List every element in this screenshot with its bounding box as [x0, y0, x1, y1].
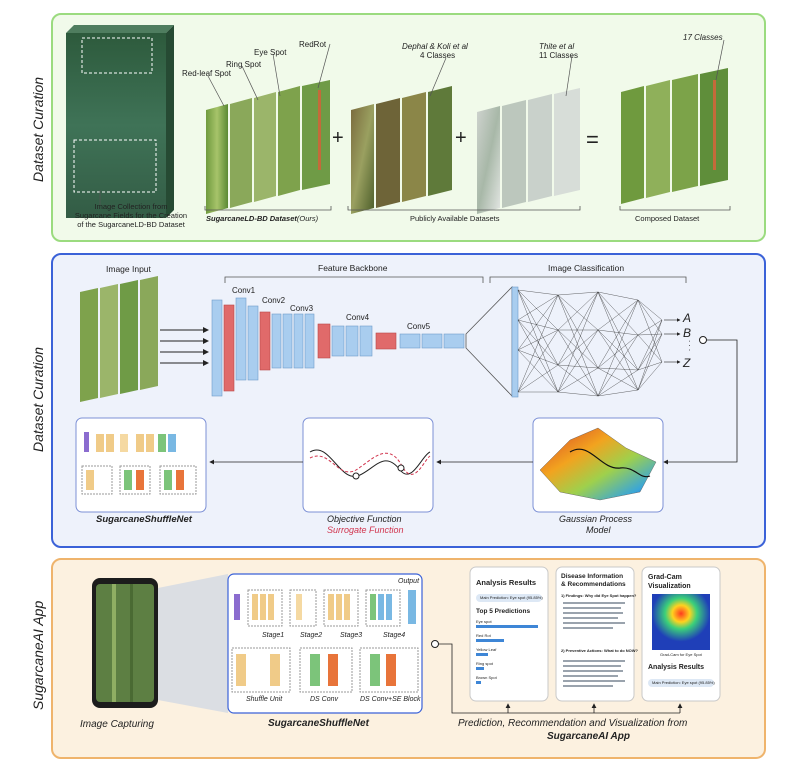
shufflenet-title: SugarcaneShuffleNet	[96, 514, 192, 525]
plus-sign-2: +	[455, 127, 467, 149]
screen1-row-2: Red Rot	[476, 633, 491, 638]
label-dephal-classes: 4 Classes	[420, 51, 456, 60]
prediction-line2: SugarcaneAI App	[547, 731, 630, 742]
plus-sign-1: +	[332, 127, 344, 149]
equals-sign: =	[586, 127, 599, 152]
ds-conv-label: DS Conv	[310, 696, 339, 703]
label-red-leaf-spot: Red-leaf Spot	[182, 69, 231, 78]
stack-thite	[477, 88, 580, 214]
screen3-caption: Grad-Cam for Eye Spot	[660, 652, 702, 657]
stage3-label: Stage3	[340, 632, 363, 639]
output-b: B	[683, 326, 692, 340]
conv3-label: Conv3	[290, 304, 314, 313]
objective-curves	[309, 449, 431, 480]
stage1-label: Stage1	[262, 632, 285, 639]
conv1-label: Conv1	[232, 286, 256, 295]
conv2-label: Conv2	[262, 296, 286, 305]
label-ring-spot: Ring Spot	[226, 60, 262, 69]
caption-public: Publicly Available Datasets	[410, 214, 500, 223]
gaussian-process-label: Gaussian Process	[559, 514, 633, 524]
caption-ours: SugarcaneLD-BD Dataset(Ours)	[206, 214, 319, 223]
stage4-label: Stage4	[383, 632, 406, 639]
gaussian-surface	[539, 427, 657, 501]
conv5-label: Conv5	[407, 322, 431, 331]
gaussian-model-label: Model	[586, 525, 611, 535]
screen1-row-5: Brown Spot	[476, 675, 497, 680]
screen3-pill: Main Prediction: Eye spot (95.85%)	[652, 680, 715, 685]
screen3-title-1: Grad-Cam	[648, 574, 682, 581]
stage2-label: Stage2	[300, 632, 323, 639]
objective-card	[302, 417, 434, 513]
output-label: Output	[398, 578, 420, 585]
output-dots: . . .	[687, 339, 697, 352]
grad-cam-heatmap	[652, 594, 710, 650]
shufflenet-card	[75, 417, 207, 513]
caption-composed: Composed Dataset	[635, 214, 700, 223]
screen-disease-info	[555, 566, 635, 702]
label-eye-spot: Eye Spot	[254, 48, 287, 57]
dense-network	[517, 289, 663, 397]
image-capturing-label: Image Capturing	[80, 719, 154, 730]
screen1-row-1: Eye spot	[476, 619, 492, 624]
label-thite-classes: 11 Classes	[539, 51, 578, 60]
screen1-row-4: Ring spot	[476, 661, 493, 666]
screen3-sub: Analysis Results	[648, 664, 705, 671]
app-net-title: SugarcaneShuffleNet	[268, 718, 369, 729]
image-input-label: Image Input	[106, 264, 151, 274]
screen2-q1: 1) Findings: Why did Eye Spot happen?	[561, 593, 637, 598]
label-17-classes: 17 Classes	[683, 33, 723, 42]
screen2-title-2: & Recommendations	[561, 581, 626, 588]
input-image-stack	[80, 276, 158, 402]
feature-backbone-label: Feature Backbone	[318, 263, 388, 273]
field-aerial-image	[66, 25, 174, 218]
screen3-title-2: Visualization	[648, 583, 691, 590]
phone-image	[92, 578, 158, 708]
screen1-sub: Top 5 Predictions	[476, 608, 531, 615]
field-caption: Image Collection from Sugarcane Fields f…	[74, 202, 188, 229]
prediction-line1: Prediction, Recommendation and Visualiza…	[458, 718, 688, 729]
output-z: Z	[683, 356, 691, 370]
label-thite: Thite et al	[539, 42, 575, 51]
screen2-title-1: Disease Information	[561, 573, 624, 580]
screen2-q2: 2) Preventive Actions: What to do NOW?	[561, 648, 638, 653]
stack-dephal-koli	[351, 86, 452, 214]
label-dephal-koli: Dephal & Koli et al	[402, 42, 468, 51]
stack-composed	[621, 68, 728, 204]
screen1-title: Analysis Results	[476, 578, 537, 587]
label-redrot: RedRot	[299, 40, 327, 49]
conv-layers	[211, 297, 465, 397]
app-shufflenet-diagram	[231, 589, 419, 693]
conv4-label: Conv4	[346, 313, 370, 322]
ds-conv-se-label: DS Conv+SE Block	[360, 696, 421, 703]
image-classification-label: Image Classification	[548, 263, 625, 273]
stack-sugarcane-ld-bd	[206, 80, 330, 214]
output-a: A	[683, 311, 692, 325]
objective-function-label: Objective Function	[327, 514, 402, 524]
surrogate-function-label: Surrogate Function	[327, 525, 404, 535]
screen1-row-3: Yellow Leaf	[476, 647, 497, 652]
shuffle-unit-label: Shuffle Unit	[246, 696, 283, 703]
mini-shufflenet	[81, 432, 197, 495]
screen1-pill: Main Prediction: Eye spot (95.85%)	[480, 595, 543, 600]
